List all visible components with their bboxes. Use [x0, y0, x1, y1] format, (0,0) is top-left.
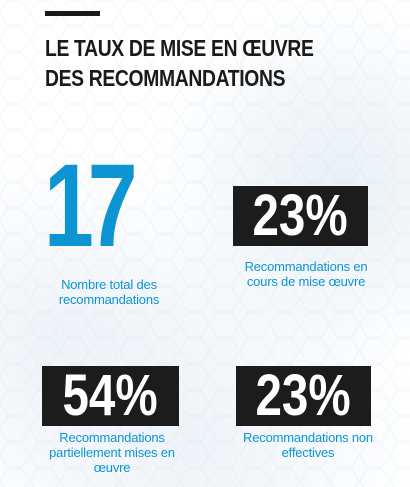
title-line-2: DES RECOMMANDATIONS [45, 65, 286, 91]
partial-percent-box: 54% [42, 366, 179, 426]
partial-label: Recommandations partiellement mises en œ… [49, 430, 175, 475]
title-line-1: LE TAUX DE MISE EN ŒUVRE [45, 35, 314, 61]
total-recommendations-label: Nombre total des recommandations [58, 277, 160, 307]
total-recommendations-number: 17 [44, 140, 138, 272]
partial-percent: 54% [62, 366, 159, 426]
page-title: LE TAUX DE MISE EN ŒUVRE DES RECOMMANDAT… [45, 33, 331, 93]
in-progress-percent-box: 23% [233, 186, 368, 246]
not-effective-label: Recommandations non effectives [243, 430, 373, 460]
title-accent-bar [45, 11, 100, 16]
not-effective-percent: 23% [255, 366, 352, 426]
in-progress-label: Recommandations en cours de mise œuvre [244, 259, 368, 289]
not-effective-percent-box: 23% [236, 366, 371, 426]
in-progress-percent: 23% [252, 186, 349, 246]
